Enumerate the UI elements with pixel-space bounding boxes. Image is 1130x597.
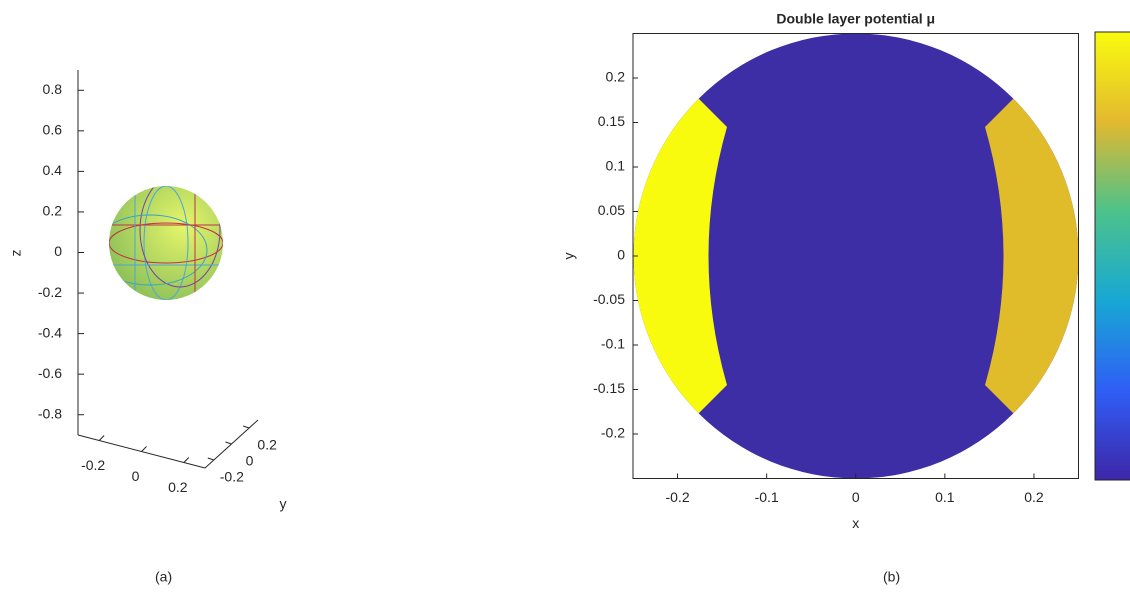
colorbar xyxy=(1095,32,1130,480)
z-tick-label: 0.8 xyxy=(43,81,63,97)
z-label: z xyxy=(8,250,24,257)
x-tick-label: 0 xyxy=(132,468,140,484)
z-tick-label: 0.4 xyxy=(43,162,63,178)
y-tick-label: -0.15 xyxy=(593,380,625,396)
z-tick-label: -0.4 xyxy=(38,324,62,340)
x-tick-label: -0.2 xyxy=(665,489,689,505)
y-tick-label: 0.15 xyxy=(598,113,625,129)
x-tick xyxy=(142,447,147,452)
y-tick-label: -0.2 xyxy=(220,469,244,485)
z-tick-label: 0.6 xyxy=(43,122,63,138)
y-tick-label: -0.2 xyxy=(601,425,625,441)
y-tick-label: -0.1 xyxy=(601,336,625,352)
y-label: y xyxy=(561,253,577,260)
z-tick-label: 0.2 xyxy=(43,203,63,219)
z-tick-label: -0.2 xyxy=(38,284,62,300)
caption: (a) xyxy=(155,569,172,585)
x-tick-label: 0 xyxy=(852,489,860,505)
y-tick-label: 0.1 xyxy=(606,158,626,174)
y-label: y xyxy=(280,496,287,512)
z-tick-label: 0 xyxy=(54,243,62,259)
sphere xyxy=(93,173,223,300)
y-tick xyxy=(226,442,232,444)
y-tick-label: -0.05 xyxy=(593,291,625,307)
y-tick-label: 0.05 xyxy=(598,202,625,218)
y-tick xyxy=(243,426,249,428)
y-tick xyxy=(208,458,214,460)
z-tick-label: -0.8 xyxy=(38,405,62,421)
y-tick-label: 0.2 xyxy=(257,437,277,453)
caption: (b) xyxy=(883,569,900,585)
y-tick-label: 0.2 xyxy=(606,69,626,85)
x-tick-label: 0.1 xyxy=(935,489,955,505)
x-tick-label: 0.2 xyxy=(168,479,188,495)
x-tick xyxy=(184,458,189,463)
x-tick-label: -0.1 xyxy=(755,489,779,505)
figure: (a) (b) 0.80.60.40.20-0.2-0.4-0.6-0.8z-0… xyxy=(0,0,1130,592)
z-tick-label: -0.6 xyxy=(38,365,62,381)
potential-image xyxy=(600,33,1110,480)
y-tick-label: 0 xyxy=(246,453,254,469)
x-tick xyxy=(99,436,104,441)
y-tick-label: 0 xyxy=(617,247,625,263)
chart-title: Double layer potential μ xyxy=(776,11,935,27)
x-tick-label: 0.2 xyxy=(1024,489,1044,505)
x-label: x xyxy=(852,515,859,531)
x-tick-label: -0.2 xyxy=(81,457,105,473)
